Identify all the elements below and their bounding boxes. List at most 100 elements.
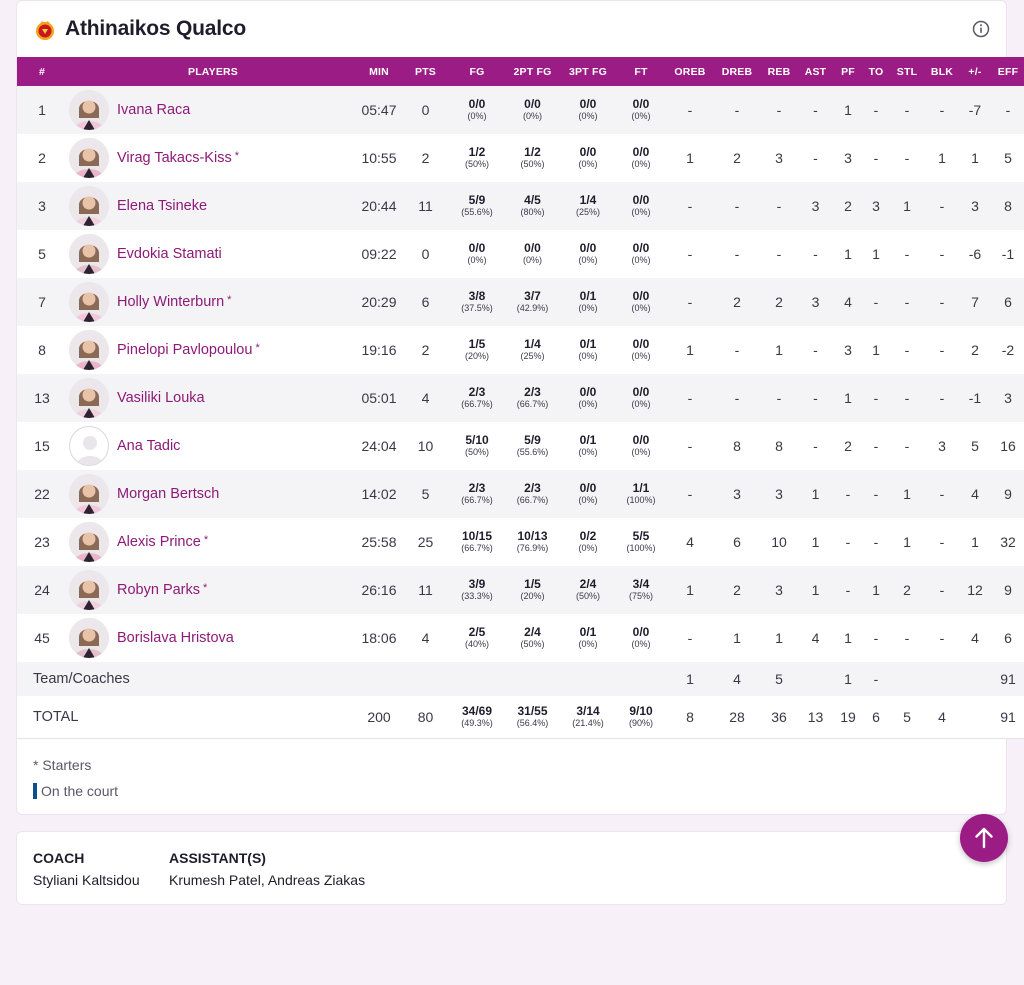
blocks: - (922, 566, 962, 614)
field-goals: 1/2 (50%) (452, 134, 502, 182)
col-header-ast[interactable]: AST (795, 57, 836, 86)
col-header-3pt-fg[interactable]: 3PT FG (563, 57, 613, 86)
turnovers: 1 (860, 566, 892, 614)
two-point-fg: 2/3 (66.7%) (502, 374, 563, 422)
player-name-link[interactable]: Morgan Bertsch (117, 486, 220, 502)
defensive-rebounds: - (711, 374, 763, 422)
blocks: - (922, 326, 962, 374)
two-point-fg: 1/2 (50%) (502, 134, 563, 182)
rebounds: 1 (763, 326, 795, 374)
free-throws: 5/5 (100%) (613, 518, 669, 566)
col-header-num[interactable]: # (17, 57, 67, 86)
player-name-link[interactable]: Evdokia Stamati (117, 246, 222, 262)
player-row[interactable]: 3 Elena Tsineke 20:44 11 5/9 (55.6%) 4/5 (80%) 1… (17, 182, 1024, 230)
turnovers: - (860, 86, 892, 134)
player-name-link[interactable]: Elena Tsineke (117, 198, 208, 214)
points: 5 (399, 470, 452, 518)
player-name-link[interactable]: Ivana Raca (117, 102, 191, 118)
col-header-pts[interactable]: PTS (399, 57, 452, 86)
steals: - (892, 614, 922, 662)
blocks: - (922, 374, 962, 422)
efficiency: 32 (988, 518, 1024, 566)
player-row[interactable]: 22 Morgan Bertsch 14:02 5 2/3 (66.7%) 2/3 (66.7… (17, 470, 1024, 518)
col-header-stl[interactable]: STL (892, 57, 922, 86)
player-row[interactable]: 24 Robyn Parks * 26:16 11 3/9 (33.3%) 1/5 (20%) 2… (17, 566, 1024, 614)
player-row[interactable]: 15 Ana Tadic 24:04 10 5/10 (50%) 5/9 (55.6%) 0/1… (17, 422, 1024, 470)
defensive-rebounds: 6 (711, 518, 763, 566)
blocks: - (922, 278, 962, 326)
minutes: 05:47 (359, 86, 399, 134)
personal-fouls: 3 (836, 326, 860, 374)
plus-minus: 2 (962, 326, 988, 374)
player-name-link[interactable]: Vasiliki Louka (117, 390, 205, 406)
efficiency: 9 (988, 470, 1024, 518)
offensive-rebounds: - (669, 278, 711, 326)
defensive-rebounds: 2 (711, 134, 763, 182)
col-header-plus-minus[interactable]: +/- (962, 57, 988, 86)
player-name-link[interactable]: Pinelopi Pavlopoulou * (117, 342, 260, 358)
player-row[interactable]: 23 Alexis Prince * 25:58 25 10/15 (66.7%) 10/13… (17, 518, 1024, 566)
col-header-reb[interactable]: REB (763, 57, 795, 86)
turnovers: - (860, 374, 892, 422)
personal-fouls: 1 (836, 86, 860, 134)
personal-fouls: - (836, 566, 860, 614)
player-name-link[interactable]: Alexis Prince * (117, 534, 209, 550)
efficiency: 5 (988, 134, 1024, 182)
free-throws: 0/0 (0%) (613, 230, 669, 278)
player-row[interactable]: 13 Vasiliki Louka 05:01 4 2/3 (66.7%) 2/3 (66.7… (17, 374, 1024, 422)
col-header-dreb[interactable]: DREB (711, 57, 763, 86)
player-row[interactable]: 8 Pinelopi Pavlopoulou * 19:16 2 1/5 (20%) 1/4(… (17, 326, 1024, 374)
player-row[interactable]: 45 Borislava Hristova 18:06 4 2/5 (40%) 2/4 (50… (17, 614, 1024, 662)
rebounds: - (763, 230, 795, 278)
player-row[interactable]: 2 Virag Takacs-Kiss * 10:55 2 1/2 (50%) 1/2 (50%… (17, 134, 1024, 182)
rebounds: - (763, 374, 795, 422)
player-name-link[interactable]: Ana Tadic (117, 438, 181, 454)
player-row[interactable]: 5 Evdokia Stamati 09:22 0 0/0 (0%) 0/0 (0%) 0/0(… (17, 230, 1024, 278)
turnovers: 1 (860, 230, 892, 278)
col-header-pf[interactable]: PF (836, 57, 860, 86)
total-oreb: 8 (669, 696, 711, 739)
points: 0 (399, 86, 452, 134)
col-header-oreb[interactable]: OREB (669, 57, 711, 86)
plus-minus: -7 (962, 86, 988, 134)
minutes: 18:06 (359, 614, 399, 662)
jersey-number: 22 (17, 470, 67, 518)
col-header-min[interactable]: MIN (359, 57, 399, 86)
player-name-link[interactable]: Robyn Parks * (117, 582, 208, 598)
player-cell: Borislava Hristova (67, 614, 359, 662)
personal-fouls: 1 (836, 614, 860, 662)
player-row[interactable]: 7 Holly Winterburn * 20:29 6 3/8 (37.5%) 3/7 (42… (17, 278, 1024, 326)
plus-minus: 7 (962, 278, 988, 326)
total-stl: 5 (892, 696, 922, 739)
player-name-link[interactable]: Holly Winterburn * (117, 294, 232, 310)
scroll-to-top-button[interactable] (960, 814, 1008, 862)
free-throws: 0/0 (0%) (613, 134, 669, 182)
player-cell: Ivana Raca (67, 86, 359, 134)
plus-minus: 1 (962, 518, 988, 566)
minutes: 26:16 (359, 566, 399, 614)
col-header-ft[interactable]: FT (613, 57, 669, 86)
steals: 1 (892, 518, 922, 566)
jersey-number: 1 (17, 86, 67, 134)
col-header-blk[interactable]: BLK (922, 57, 962, 86)
rebounds: 10 (763, 518, 795, 566)
col-header-eff[interactable]: EFF (988, 57, 1024, 86)
player-name-link[interactable]: Borislava Hristova (117, 630, 234, 646)
two-point-fg: 0/0 (0%) (502, 86, 563, 134)
legend-on-court: On the court (33, 781, 118, 807)
assists: 4 (795, 614, 836, 662)
player-row[interactable]: 1 Ivana Raca 05:47 0 0/0 (0%) 0/0 (0%) 0/0 (0%) 0/… (17, 86, 1024, 134)
three-point-fg: 0/0 (0%) (563, 470, 613, 518)
col-header-2pt-fg[interactable]: 2PT FG (502, 57, 563, 86)
blocks: - (922, 86, 962, 134)
minutes: 25:58 (359, 518, 399, 566)
col-header-to[interactable]: TO (860, 57, 892, 86)
player-name-link[interactable]: Virag Takacs-Kiss * (117, 150, 239, 166)
col-header-players[interactable]: PLAYERS (67, 57, 359, 86)
steals: - (892, 422, 922, 470)
col-header-fg[interactable]: FG (452, 57, 502, 86)
offensive-rebounds: 4 (669, 518, 711, 566)
offensive-rebounds: - (669, 374, 711, 422)
free-throws: 0/0 (0%) (613, 422, 669, 470)
info-icon[interactable] (972, 20, 990, 38)
